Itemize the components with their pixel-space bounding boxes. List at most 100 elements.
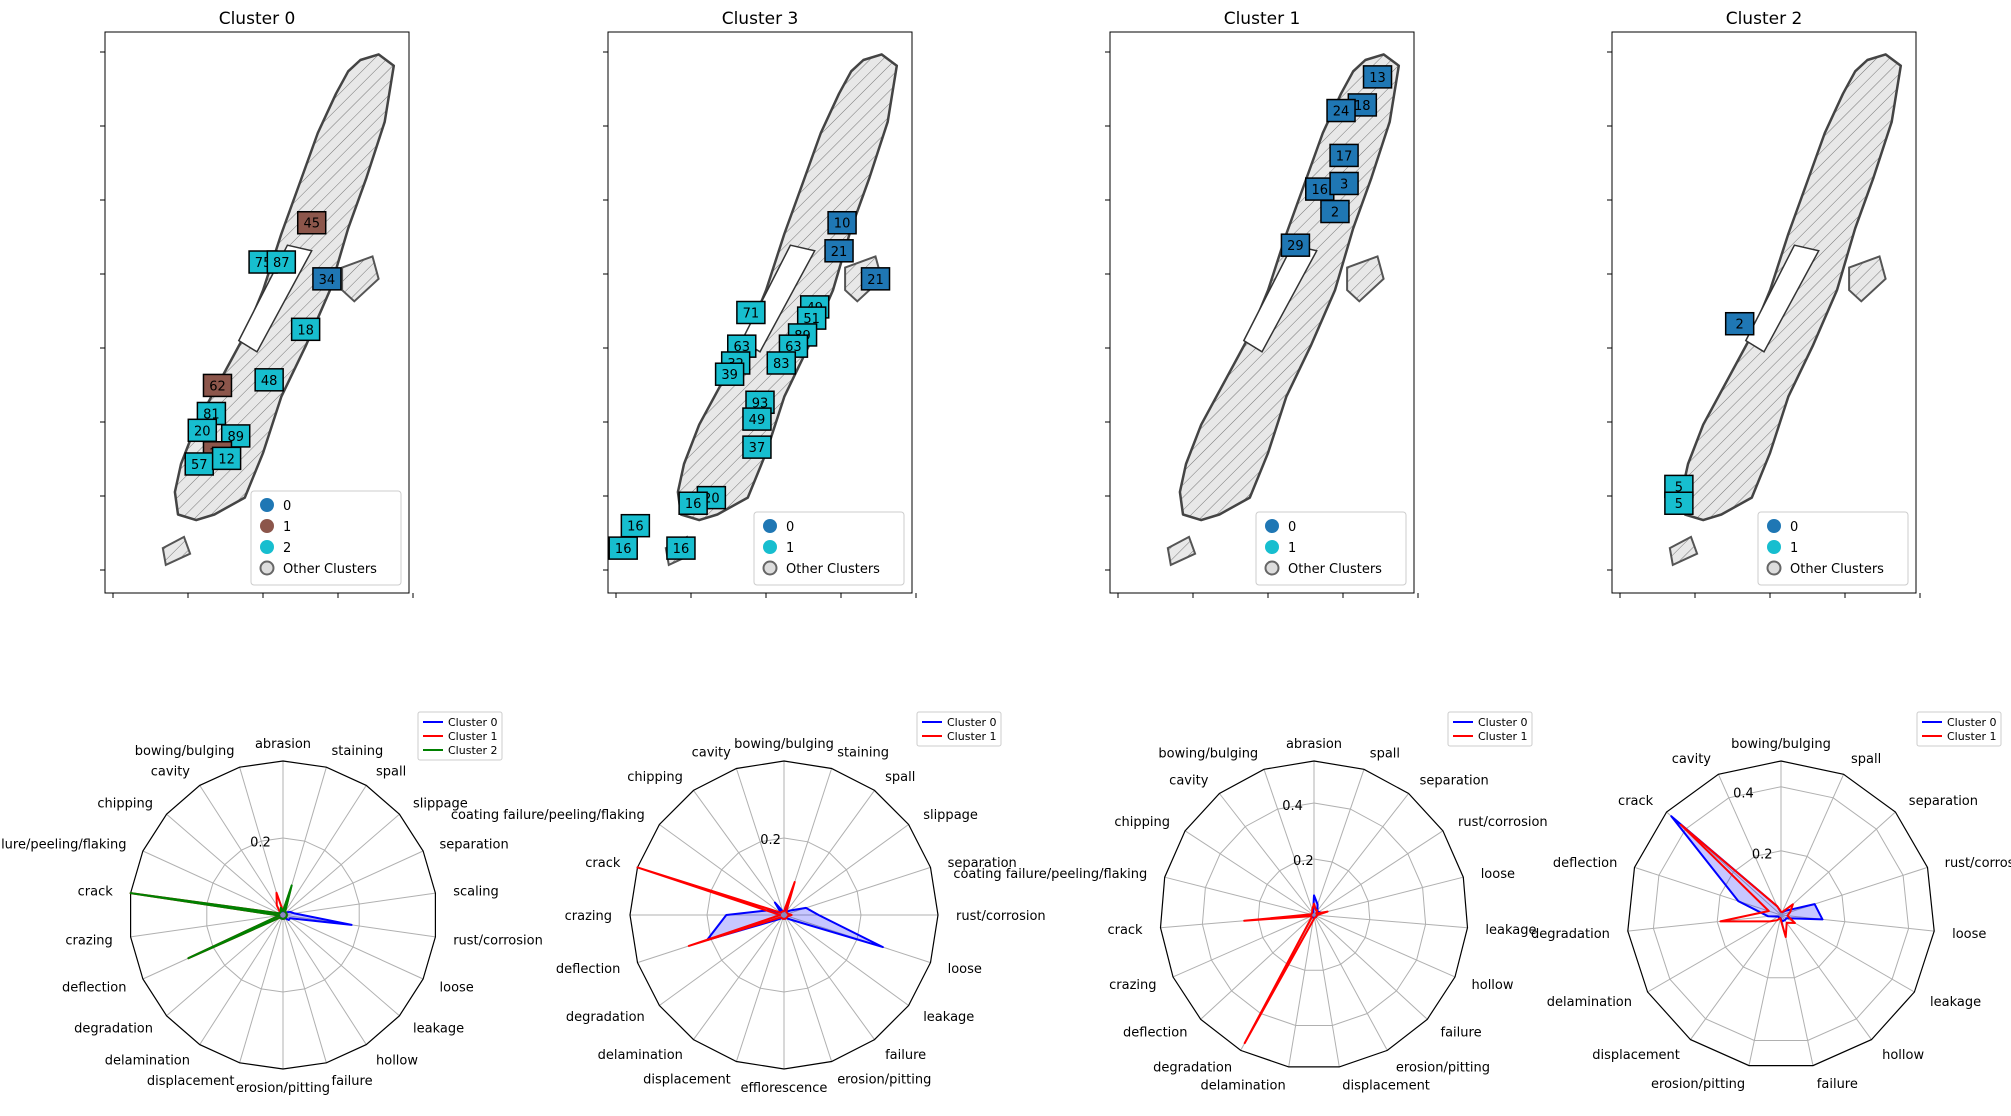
- radar-spoke: [1263, 769, 1315, 916]
- radar-spoke: [783, 866, 931, 916]
- radar-spoke: [659, 824, 785, 916]
- district-label: 16: [627, 520, 644, 535]
- radar-r-tick-label: 0.2: [760, 833, 781, 848]
- district-label: 16: [615, 542, 632, 557]
- radar-category-label: deflection: [556, 962, 621, 977]
- map-panel-3: Cluster 2 2 5 5 0 1 Other Clusters: [1607, 9, 1921, 598]
- radar-legend-box: [916, 711, 1002, 747]
- legend-marker: [260, 519, 274, 533]
- radar-legend-label: Cluster 1: [947, 730, 997, 743]
- district-label: 17: [1336, 149, 1353, 164]
- district-patch: [266, 250, 297, 274]
- district-label: 10: [834, 217, 851, 232]
- legend-label: 2: [283, 541, 291, 556]
- district-patch: [312, 267, 342, 291]
- map-legend-box: [1757, 511, 1909, 586]
- radar-category-label: separation: [948, 856, 1017, 871]
- radar-spoke: [1780, 914, 1814, 1066]
- district-label: 21: [831, 245, 848, 260]
- legend-marker: [1767, 519, 1781, 533]
- radar-legend-label: Cluster 2: [448, 744, 498, 757]
- radar-category-label: cavity: [151, 764, 191, 779]
- radar-frame: [130, 760, 436, 1070]
- district-patch: [827, 210, 857, 235]
- radar-legend-label: Cluster 1: [448, 730, 498, 743]
- radar-spoke: [783, 914, 833, 1062]
- radar-spoke: [1184, 830, 1315, 916]
- radar-grid-ring: [1652, 786, 1910, 1041]
- district-label: 16: [1311, 183, 1328, 198]
- radar-category-label: rust/corrosion: [1945, 856, 2011, 871]
- radar-category-label: chipping: [1114, 815, 1170, 830]
- radar-category-label: spall: [376, 764, 406, 779]
- district-patch: [211, 446, 242, 471]
- district-patch: [608, 536, 638, 560]
- radar-grid-ring: [1201, 802, 1427, 1026]
- district-patch: [742, 407, 772, 431]
- radar-category-label: rust/corrosion: [453, 934, 543, 949]
- radar-spoke: [1172, 914, 1315, 978]
- district-label: 16: [685, 497, 702, 512]
- radar-spoke: [1634, 866, 1782, 916]
- legend-marker-other: [259, 560, 275, 576]
- district-patch: [860, 267, 891, 291]
- radar-spoke: [282, 914, 367, 1045]
- map-legend-box: [1255, 511, 1407, 586]
- radar-frame: [1627, 760, 1935, 1067]
- district-patch: [1329, 171, 1359, 196]
- radar-series-fill: [707, 902, 883, 948]
- legend-label: Other Clusters: [283, 562, 377, 577]
- radar-series-line: [1243, 902, 1329, 1045]
- radar-grid-ring: [1716, 850, 1846, 979]
- map-title: Cluster 1: [1224, 9, 1301, 29]
- island: [161, 535, 192, 567]
- radar-category-label: failure: [1441, 1026, 1482, 1041]
- radar-category-label: degradation: [566, 1010, 645, 1025]
- radar-spoke: [282, 914, 424, 980]
- legend-marker-other: [762, 560, 778, 576]
- district-patch: [714, 362, 745, 386]
- radar-category-label: degradation: [1531, 927, 1610, 942]
- radar-category-label: slippage: [923, 808, 978, 823]
- radar-category-label: loose: [1481, 867, 1515, 882]
- radar-category-label: crazing: [65, 934, 112, 949]
- district-label: 71: [743, 307, 760, 322]
- radar-category-label: scaling: [453, 885, 499, 900]
- radar-series-line: [1679, 823, 1796, 938]
- district-label: 16: [673, 542, 690, 557]
- radar-spoke: [1313, 914, 1468, 929]
- district-label: 62: [209, 379, 226, 394]
- legend-label: Other Clusters: [786, 562, 880, 577]
- radar-r-tick-label: 0.2: [250, 835, 271, 850]
- radar-category-label: abrasion: [255, 737, 311, 752]
- radar-category-label: erosion/pitting: [837, 1073, 931, 1088]
- district-label: 5: [1675, 480, 1683, 495]
- district-patch: [202, 373, 233, 398]
- legend-marker: [1767, 540, 1781, 554]
- legend-label: 1: [1288, 541, 1296, 556]
- legend-marker: [260, 540, 274, 554]
- radar-category-label: abrasion: [1286, 737, 1342, 752]
- radar-category-label: bowing/bulging: [135, 744, 235, 759]
- radar-spoke: [1780, 914, 1915, 993]
- legend-marker: [763, 540, 777, 554]
- radar-frame: [1159, 760, 1469, 1068]
- radar-category-label: staining: [837, 745, 889, 760]
- radar-category-label: erosion/pitting: [1651, 1077, 1745, 1092]
- radar-category-label: displacement: [1342, 1079, 1430, 1094]
- district-patch: [1664, 491, 1694, 515]
- district-patch: [1320, 199, 1350, 224]
- map-title: Cluster 3: [722, 9, 799, 29]
- radar-legend-box: [417, 711, 503, 761]
- radar-category-label: coating failure/peeling/flaking: [451, 808, 645, 823]
- radar-spoke: [239, 914, 284, 1063]
- radar-category-label: coating failure/peeling/flaking: [953, 867, 1147, 882]
- radar-category-label: crazing: [1109, 978, 1156, 993]
- radar-category-label: delamination: [1200, 1079, 1285, 1094]
- radar-category-label: coating failure/peeling/flaking: [0, 838, 127, 853]
- radar-category-label: hollow: [1882, 1048, 1924, 1063]
- district-label: 18: [1354, 99, 1371, 114]
- radar-series-line: [636, 866, 796, 947]
- radar-frame: [629, 760, 939, 1070]
- radar-spoke: [166, 914, 284, 1017]
